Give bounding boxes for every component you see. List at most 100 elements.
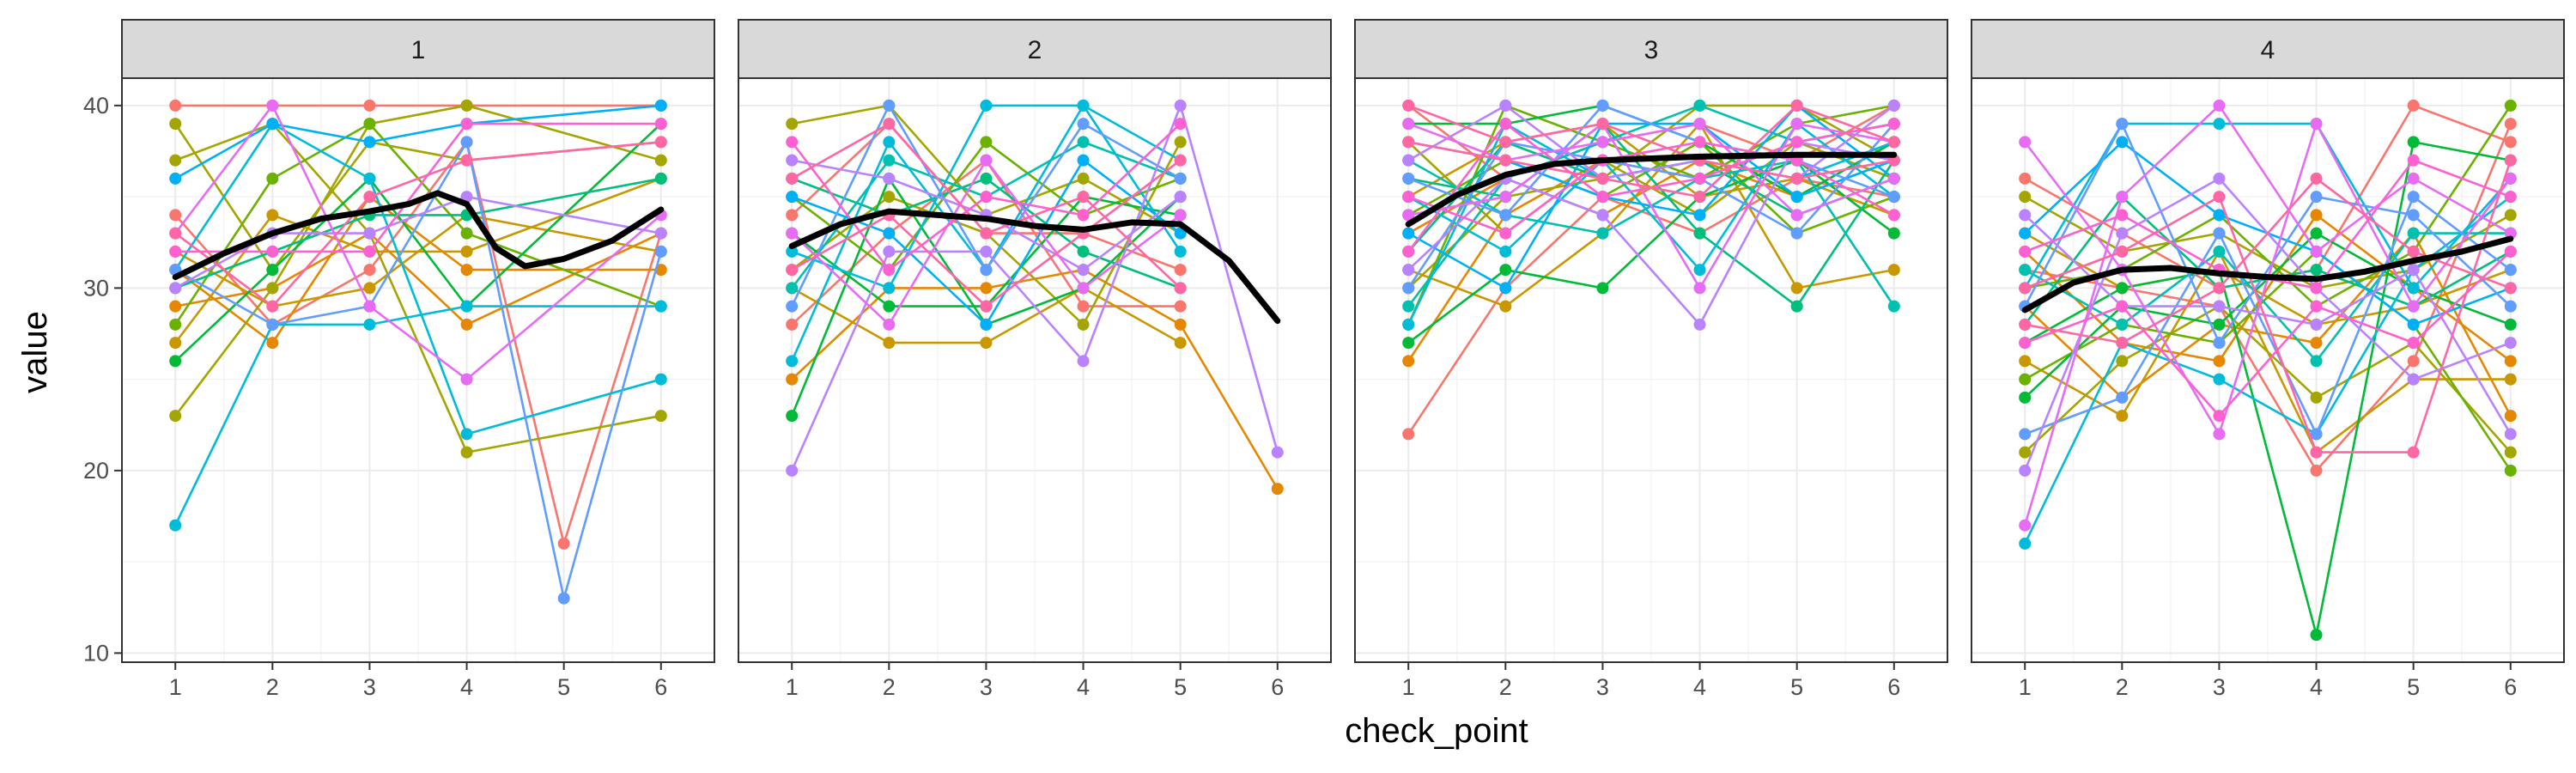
panel-border <box>121 77 715 663</box>
data-point <box>1499 118 1512 131</box>
series-line <box>1402 99 1900 204</box>
data-point <box>2310 464 2323 477</box>
data-point <box>1596 209 1609 222</box>
data-point <box>2407 300 2420 313</box>
facet-panel-4: 4 1 2 3 4 5 6 <box>1971 19 2565 700</box>
facet-panel-1: 1 1 2 3 4 5 6 <box>121 19 715 700</box>
data-point <box>1077 136 1090 149</box>
data-point <box>1174 300 1187 313</box>
facet-strip-label: 4 <box>2261 36 2275 64</box>
data-point <box>2213 355 2226 368</box>
data-point <box>363 136 376 149</box>
data-point <box>883 300 896 313</box>
data-point <box>883 337 896 350</box>
data-point <box>169 99 182 112</box>
data-point <box>2407 172 2420 185</box>
data-point <box>2504 209 2517 222</box>
data-point <box>460 118 473 131</box>
data-point <box>2019 318 2032 331</box>
data-point <box>2213 282 2226 295</box>
data-point <box>2310 428 2323 441</box>
data-point <box>1077 172 1090 185</box>
x-tick-label: 5 <box>557 674 570 700</box>
x-tick-label: 2 <box>883 674 896 700</box>
data-point <box>2116 355 2129 368</box>
data-point <box>1887 209 1900 222</box>
data-point <box>1402 209 1415 222</box>
data-point <box>1174 227 1187 240</box>
data-point <box>2019 209 2032 222</box>
data-point <box>883 99 896 112</box>
data-point <box>1077 209 1090 222</box>
data-point <box>980 245 993 258</box>
data-point <box>786 355 799 368</box>
smooth-trend-line <box>2021 235 2514 313</box>
data-point <box>2504 227 2517 240</box>
data-point <box>1887 118 1900 131</box>
data-point <box>2407 337 2420 350</box>
series-path <box>2024 195 2512 435</box>
data-point <box>460 245 473 258</box>
data-point <box>2213 373 2226 386</box>
data-point <box>1174 209 1187 222</box>
data-point <box>2310 355 2323 368</box>
data-point <box>1174 172 1187 185</box>
data-point <box>980 264 993 277</box>
series-line <box>786 99 1284 477</box>
data-point <box>1693 318 1706 331</box>
data-point <box>1402 337 1415 350</box>
data-point <box>883 264 896 277</box>
data-point <box>1499 99 1512 112</box>
data-point <box>2213 227 2226 240</box>
data-point <box>2019 282 2032 295</box>
series-path <box>2024 160 2512 453</box>
data-point <box>654 136 667 149</box>
data-point <box>1499 191 1512 204</box>
data-point <box>1596 191 1609 204</box>
data-point <box>786 300 799 313</box>
x-tick-label: 4 <box>1077 674 1090 700</box>
data-point <box>883 136 896 149</box>
data-point <box>1402 245 1415 258</box>
data-point <box>1596 118 1609 131</box>
data-point <box>2116 191 2129 204</box>
data-point <box>1887 300 1900 313</box>
y-tick-label: 20 <box>83 458 109 484</box>
series-path <box>1407 104 1895 180</box>
data-point <box>2310 209 2323 222</box>
data-point <box>1402 318 1415 331</box>
data-point <box>786 209 799 222</box>
data-point <box>1402 227 1415 240</box>
data-point <box>786 464 799 477</box>
data-point <box>2116 391 2129 404</box>
data-point <box>169 118 182 131</box>
x-tick-label: 1 <box>2019 674 2032 700</box>
series-path <box>1407 122 1895 289</box>
data-point <box>980 282 993 295</box>
data-point <box>266 300 279 313</box>
series-path <box>2024 250 2512 472</box>
data-point <box>2504 264 2517 277</box>
data-point <box>2116 136 2129 149</box>
data-point <box>1887 99 1900 112</box>
data-point <box>266 118 279 131</box>
data-point <box>2019 428 2032 441</box>
data-point <box>2504 154 2517 167</box>
data-point <box>363 191 376 204</box>
data-point <box>266 337 279 350</box>
data-point <box>1693 209 1706 222</box>
data-point <box>266 172 279 185</box>
data-point <box>2116 318 2129 331</box>
data-point <box>363 118 376 131</box>
data-point <box>2504 428 2517 441</box>
data-point <box>2213 300 2226 313</box>
series-line <box>2019 154 2517 459</box>
y-tick-label: 10 <box>83 640 109 666</box>
data-point <box>460 227 473 240</box>
data-point <box>1887 227 1900 240</box>
data-point <box>460 264 473 277</box>
series-path <box>1407 104 1895 198</box>
data-point <box>363 172 376 185</box>
facet-strip <box>1971 19 2565 79</box>
